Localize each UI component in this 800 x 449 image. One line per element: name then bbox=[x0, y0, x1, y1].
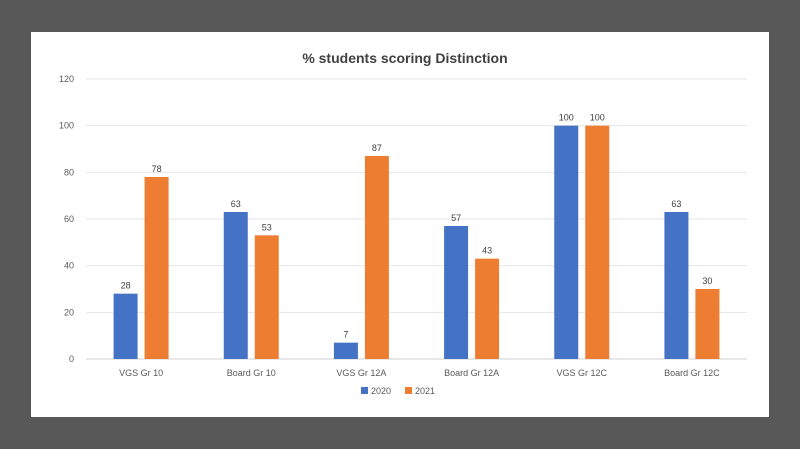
data-label: 7 bbox=[343, 330, 348, 340]
data-label: 57 bbox=[451, 213, 461, 223]
bar-2020 bbox=[113, 293, 138, 359]
legend-swatch bbox=[361, 387, 368, 394]
data-label: 100 bbox=[559, 113, 574, 123]
x-category-label: VGS Gr 12C bbox=[556, 368, 607, 378]
x-category-label: Board Gr 12A bbox=[444, 368, 499, 378]
bar-2020 bbox=[223, 212, 248, 359]
data-label: 63 bbox=[671, 199, 681, 209]
bar-chart: % students scoring Distinction 0 20 40 60 80… bbox=[59, 50, 747, 396]
bar-2021 bbox=[254, 235, 279, 359]
gridlines bbox=[86, 78, 747, 360]
data-label: 43 bbox=[482, 246, 492, 256]
y-tick-label: 60 bbox=[64, 214, 74, 224]
data-label: 87 bbox=[372, 143, 382, 153]
y-tick-label: 0 bbox=[69, 354, 74, 364]
bar-2021 bbox=[144, 177, 169, 359]
data-label: 100 bbox=[590, 113, 605, 123]
data-label: 30 bbox=[702, 276, 712, 286]
bar-2021 bbox=[585, 125, 610, 360]
bar-2021 bbox=[364, 156, 389, 359]
bar-2020 bbox=[554, 125, 579, 360]
x-axis: VGS Gr 10 Board Gr 10 VGS Gr 12A Board Gr 1… bbox=[119, 368, 720, 378]
y-tick-label: 40 bbox=[64, 261, 74, 271]
y-axis: 0 20 40 60 80 100 120 bbox=[59, 74, 74, 364]
data-label: 53 bbox=[262, 222, 272, 232]
legend-label: 2020 bbox=[371, 386, 391, 396]
legend: 2020 2021 bbox=[361, 386, 435, 396]
y-tick-label: 80 bbox=[64, 167, 74, 177]
bar-2021 bbox=[695, 289, 720, 359]
y-tick-label: 100 bbox=[59, 121, 74, 131]
data-label: 63 bbox=[231, 199, 241, 209]
data-label: 28 bbox=[121, 281, 131, 291]
chart-title: % students scoring Distinction bbox=[302, 50, 507, 66]
y-tick-label: 20 bbox=[64, 307, 74, 317]
data-label: 78 bbox=[152, 164, 162, 174]
legend-label: 2021 bbox=[415, 386, 435, 396]
bar-2020 bbox=[664, 212, 689, 359]
bars: 28 78 63 53 7 87 57 43 100 100 63 30 bbox=[113, 113, 720, 360]
legend-swatch bbox=[405, 387, 412, 394]
y-tick-label: 120 bbox=[59, 74, 74, 84]
bar-2020 bbox=[444, 226, 469, 359]
x-category-label: Board Gr 12C bbox=[664, 368, 720, 378]
x-category-label: VGS Gr 10 bbox=[119, 368, 163, 378]
bar-2021 bbox=[475, 258, 500, 359]
bar-2020 bbox=[333, 342, 358, 359]
x-category-label: Board Gr 10 bbox=[227, 368, 276, 378]
chart-card: % students scoring Distinction 0 20 40 60 80… bbox=[31, 32, 769, 417]
x-category-label: VGS Gr 12A bbox=[336, 368, 386, 378]
